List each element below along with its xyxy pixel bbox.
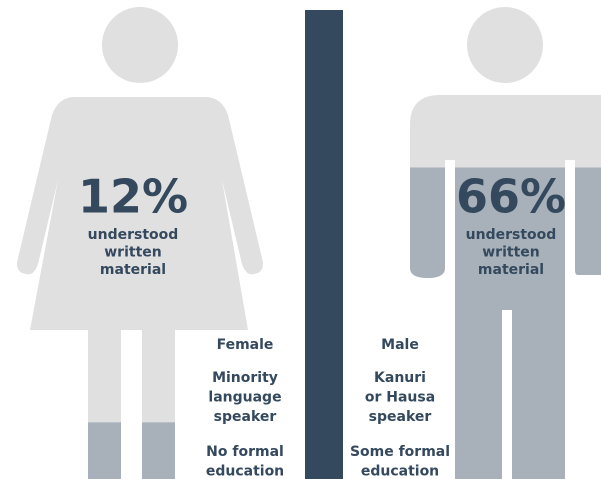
trait: Some formal [350,444,450,460]
divider [305,10,343,479]
caption: written [482,245,539,261]
torso [410,167,601,310]
percent-label: 12% [78,170,188,224]
trait: Female [217,337,274,353]
trait: education [206,464,284,479]
caption: understood [466,227,557,243]
trait: education [361,464,439,479]
caption: understood [88,227,179,243]
trait: speaker [369,409,432,425]
leg [455,300,502,479]
caption: written [104,245,161,261]
leg [88,422,121,479]
percent-label: 66% [456,170,566,224]
trait: or Hausa [365,390,435,406]
trait: No formal [206,444,284,460]
caption: material [478,262,544,278]
trait: Kanuri [374,370,426,386]
leg [512,300,565,479]
figure-fill [410,167,601,479]
dress [17,97,263,330]
figure-fill [88,422,175,479]
trait: Minority [212,370,278,386]
head [102,7,178,83]
trait: language [208,390,281,406]
caption: material [100,262,166,278]
leg [142,422,175,479]
trait: Male [381,337,419,353]
trait: speaker [214,409,277,425]
head [467,7,543,83]
